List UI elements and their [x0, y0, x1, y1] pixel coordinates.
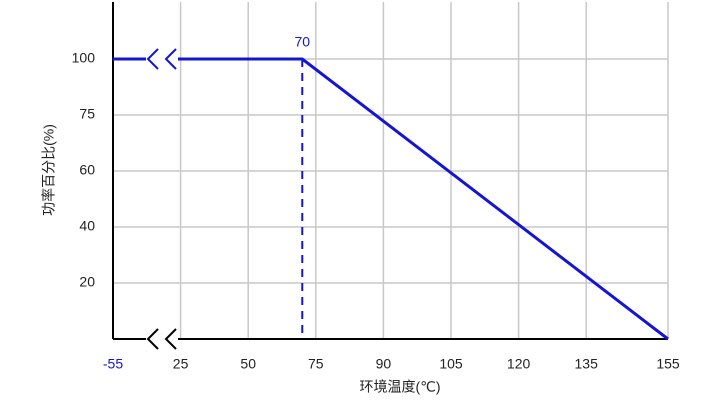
y-tick-label: 40 — [79, 218, 95, 234]
x-tick-label: 50 — [240, 356, 256, 372]
y-tick-label: 20 — [79, 274, 95, 290]
y-tick-label: 60 — [79, 162, 95, 178]
x-tick-label: 75 — [308, 356, 324, 372]
derating-line — [113, 57, 669, 341]
x-axis-label: 环境温度(℃) — [359, 379, 440, 395]
x-tick-label: 120 — [507, 356, 531, 372]
break-symbol — [146, 48, 177, 70]
y-tick-label: 75 — [79, 106, 95, 122]
x-tick-label: 155 — [656, 356, 680, 372]
x-tick-label: 135 — [575, 356, 599, 372]
y-axis-label: 功率百分比(%) — [41, 124, 57, 216]
x-tick-label: -55 — [103, 356, 123, 372]
knee-label: 70 — [294, 34, 310, 50]
break-symbol — [146, 328, 177, 350]
y-tick-label: 100 — [72, 50, 96, 66]
x-tick-label: 25 — [173, 356, 189, 372]
x-tick-label: 105 — [439, 356, 463, 372]
x-tick-label: 90 — [376, 356, 392, 372]
